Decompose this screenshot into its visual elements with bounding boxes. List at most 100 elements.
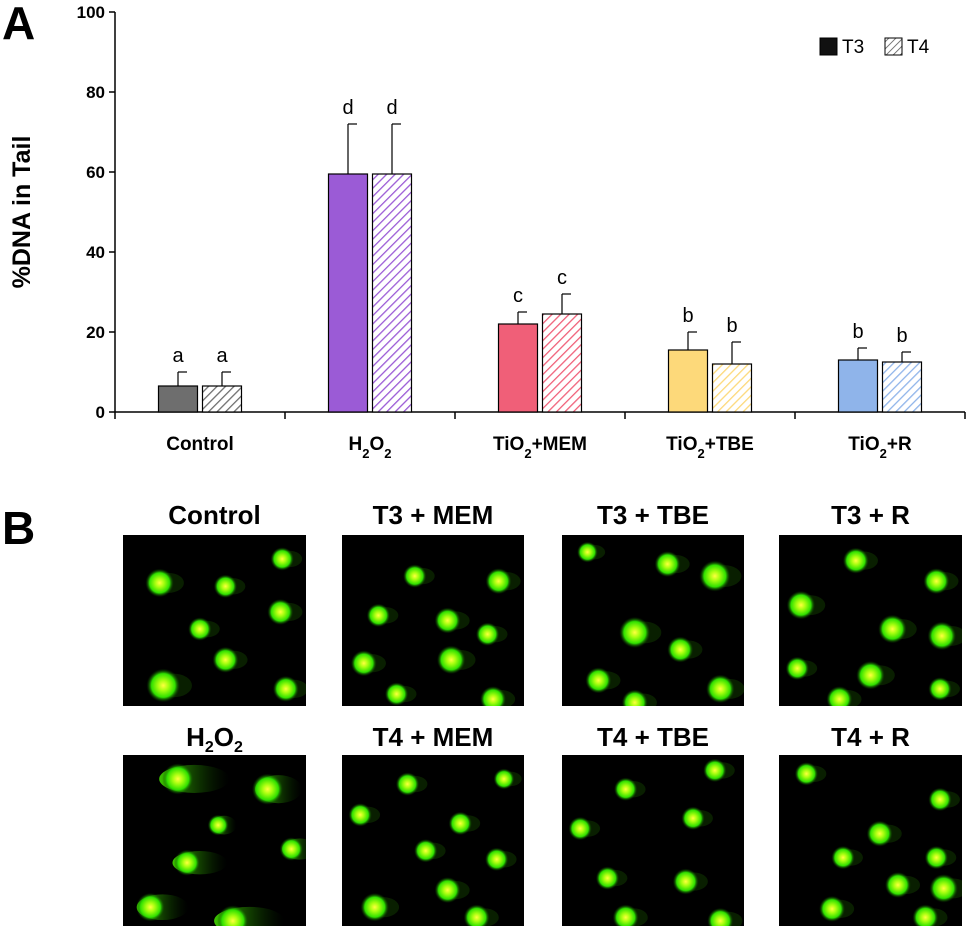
bar-t4 xyxy=(881,361,923,413)
comet-nucleus xyxy=(414,839,438,863)
comet-nucleus xyxy=(929,874,958,903)
comet-image-title: T4 + MEM xyxy=(372,722,494,752)
y-tick-label: 0 xyxy=(96,403,105,422)
comet-image-title: T3 + TBE xyxy=(597,500,709,530)
comet-image xyxy=(779,755,962,926)
comet-nucleus xyxy=(927,621,957,651)
comet-nucleus xyxy=(270,547,294,571)
comet-nucleus xyxy=(485,847,509,872)
panel-b-letter: B xyxy=(2,502,36,554)
comet-image-title: H2O2 xyxy=(186,722,243,757)
comet-image xyxy=(123,755,306,926)
comet-nucleus xyxy=(267,598,294,625)
bar-t3 xyxy=(497,323,539,413)
comet-nucleus xyxy=(699,560,731,592)
comet-nucleus xyxy=(174,849,201,876)
comet-nucleus xyxy=(884,871,911,898)
bar-t4 xyxy=(371,173,413,413)
x-tick-label: H2O2 xyxy=(349,434,392,461)
significance-label: a xyxy=(216,345,228,367)
comet-nucleus xyxy=(448,811,472,836)
comet-nucleus xyxy=(360,892,390,922)
comet-nucleus xyxy=(912,904,939,926)
comet-nucleus xyxy=(614,777,638,801)
comet-nucleus xyxy=(434,877,461,904)
comet-image xyxy=(123,535,306,706)
comet-nucleus xyxy=(866,820,893,847)
comet-nucleus xyxy=(619,616,651,649)
comet-nucleus xyxy=(403,564,427,588)
significance-label: b xyxy=(682,305,693,327)
comet-nucleus xyxy=(706,674,735,704)
comet-nucleus xyxy=(207,814,229,836)
significance-label: b xyxy=(852,321,863,343)
comet-nucleus xyxy=(831,845,855,870)
comet-nucleus xyxy=(842,547,869,574)
comet-nucleus xyxy=(145,568,174,598)
comet-nucleus xyxy=(136,892,165,922)
comet-nucleus xyxy=(924,845,949,870)
comet-image xyxy=(342,755,524,926)
comet-nucleus xyxy=(878,614,907,644)
comet-nucleus xyxy=(384,682,409,706)
x-tick-label: TiO2+MEM xyxy=(493,434,587,461)
comet-image xyxy=(562,755,744,926)
comet-nucleus xyxy=(707,907,734,926)
comet-image xyxy=(562,535,744,706)
comet-nucleus xyxy=(667,636,694,663)
bar-t4 xyxy=(201,385,243,413)
comet-nucleus xyxy=(366,603,391,628)
bar-t3 xyxy=(667,349,709,413)
comet-nucleus xyxy=(786,590,816,620)
comet-nucleus xyxy=(485,568,512,595)
comet-nucleus xyxy=(785,656,809,681)
comet-nucleus xyxy=(568,816,592,841)
comet-nucleus xyxy=(621,689,648,706)
comet-nucleus xyxy=(350,650,377,677)
comet-nucleus xyxy=(213,574,238,598)
legend: T3 T4 xyxy=(819,37,930,58)
panel-a-letter: A xyxy=(2,0,36,49)
comet-nucleus xyxy=(162,763,194,795)
legend-swatch-t4 xyxy=(884,37,903,56)
comet-nucleus xyxy=(436,645,466,675)
x-tick-label: Control xyxy=(166,434,234,455)
y-tick-label: 80 xyxy=(86,83,105,102)
comet-image xyxy=(779,535,962,706)
bar-t3 xyxy=(157,385,199,413)
comet-nucleus xyxy=(251,773,284,805)
bar-chart: 0 20 40 60 80 100 %DNA in Tail Control a a H2O2 d d T… xyxy=(8,3,966,461)
comet-nucleus xyxy=(475,622,500,646)
comet-nucleus xyxy=(279,837,304,861)
y-tick-label: 40 xyxy=(86,243,105,262)
legend-swatch-t3 xyxy=(819,37,838,56)
legend-label-t3: T3 xyxy=(842,37,864,58)
bar-t3 xyxy=(327,173,369,413)
significance-label: a xyxy=(172,345,184,367)
significance-label: d xyxy=(386,97,397,119)
y-tick-label: 100 xyxy=(77,3,105,22)
bar-t4 xyxy=(541,313,583,413)
comet-nucleus xyxy=(654,551,681,578)
comet-nucleus xyxy=(703,758,727,783)
comet-nucleus xyxy=(463,904,490,926)
comet-nucleus xyxy=(272,675,299,702)
comet-nucleus xyxy=(928,787,952,812)
comet-nucleus xyxy=(188,617,212,641)
comet-nucleus xyxy=(595,866,620,890)
comet-nucleus xyxy=(348,803,372,827)
x-tick-label: TiO2+R xyxy=(848,434,912,461)
comet-nucleus xyxy=(826,686,853,706)
comet-nucleus xyxy=(146,668,181,703)
comet-nucleus xyxy=(434,607,461,634)
bar-t3 xyxy=(837,359,879,413)
comet-nucleus xyxy=(672,868,699,895)
comet-nucleus xyxy=(577,541,598,563)
x-tick-label: TiO2+TBE xyxy=(666,434,754,461)
comet-nucleus xyxy=(585,667,612,694)
comet-nucleus xyxy=(395,772,420,796)
comet-nucleus xyxy=(493,768,515,790)
significance-label: b xyxy=(896,325,907,347)
comet-nucleus xyxy=(480,686,507,706)
comet-image-title: T4 + TBE xyxy=(597,722,709,752)
